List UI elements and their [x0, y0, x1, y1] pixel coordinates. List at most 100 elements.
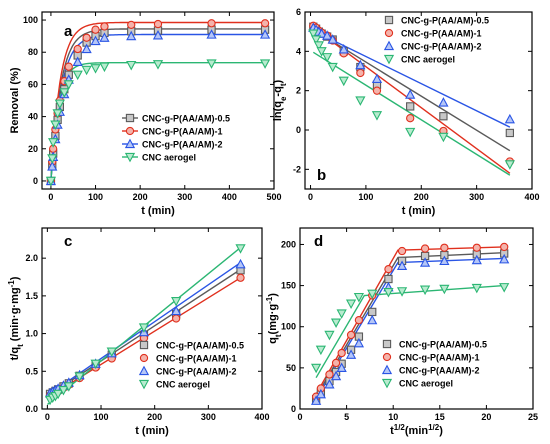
data-point — [345, 349, 357, 359]
legend-marker — [125, 126, 135, 136]
data-point — [331, 358, 341, 368]
data-point — [74, 372, 85, 382]
legend-marker — [124, 152, 136, 163]
data-point — [419, 257, 431, 267]
panel-c-tag: c — [64, 233, 72, 250]
legend-marker — [138, 379, 150, 390]
data-point — [438, 132, 449, 143]
data-point — [206, 29, 217, 39]
data-point — [235, 258, 246, 269]
data-point — [383, 288, 394, 298]
data-point — [405, 127, 416, 138]
y-tick-label: 0.0 — [25, 404, 38, 414]
data-point — [315, 388, 326, 399]
data-point — [235, 244, 246, 254]
data-point — [153, 19, 163, 29]
data-point — [99, 62, 110, 73]
legend-marker — [381, 364, 393, 375]
data-point — [64, 62, 73, 71]
x-tick-label: 200 — [147, 412, 162, 422]
data-point — [471, 254, 482, 265]
data-point — [419, 285, 431, 296]
y-tick-label: 20 — [28, 144, 38, 154]
y-tick-label: 100 — [23, 15, 38, 25]
y-axis-label: ln(qe-qt) — [272, 79, 288, 121]
y-tick-label: -2 — [293, 164, 301, 174]
legend-marker — [384, 15, 394, 25]
data-point — [420, 244, 430, 253]
x-tick-label: 10 — [388, 412, 398, 422]
fit-line — [315, 246, 505, 395]
data-point — [324, 378, 335, 389]
data-point — [81, 43, 92, 54]
legend-label: CNC-g-P(AA/AM)-0.5 — [156, 341, 244, 351]
panel-a: 0 100 200 300 400 500 0 20 40 60 80 100 t (min) Remov… — [9, 11, 282, 217]
data-point — [81, 65, 92, 76]
legend-marker — [125, 113, 135, 123]
y-tick-label: 60 — [28, 79, 38, 89]
panel-b: 0 100 200 300 400 -2 0 2 4 6 t (min) ln(qe-qt) CNC-g… — [272, 7, 540, 217]
data-point — [500, 242, 509, 252]
data-point — [439, 255, 450, 266]
data-point — [471, 283, 482, 294]
data-point — [316, 28, 327, 38]
x-tick-label: 0 — [48, 192, 53, 202]
x-tick-label: 0 — [308, 192, 313, 202]
legend-marker — [383, 40, 395, 51]
data-point — [372, 86, 382, 95]
data-point — [322, 53, 333, 63]
x-tick-label: 25 — [528, 412, 538, 422]
data-point — [259, 29, 271, 39]
data-point — [396, 287, 408, 297]
legend-marker — [381, 378, 393, 389]
data-point — [63, 80, 74, 90]
legend-marker — [139, 353, 149, 363]
data-point — [311, 363, 322, 374]
x-tick-label: 5 — [344, 412, 349, 422]
data-point — [310, 35, 322, 45]
x-tick-label: 100 — [358, 192, 373, 202]
data-point — [236, 273, 245, 282]
legend-label: CNC aerogel — [399, 379, 453, 389]
data-point — [47, 154, 58, 164]
panel-a-tag: a — [64, 23, 73, 40]
data-point — [355, 96, 366, 106]
data-point — [138, 323, 150, 333]
plot-frame — [304, 11, 533, 190]
y-axis-label: qt(mg·g-1) — [265, 293, 283, 344]
data-point — [99, 32, 110, 42]
legend-label: CNC aerogel — [156, 380, 210, 390]
data-point — [106, 347, 117, 358]
panel-d-tag: d — [314, 233, 323, 250]
data-point — [371, 111, 383, 121]
y-tick-label: 100 — [281, 322, 296, 332]
data-point — [260, 19, 270, 28]
data-point — [384, 264, 393, 274]
data-point — [73, 44, 82, 54]
y-tick-label: 40 — [28, 112, 38, 122]
data-point — [82, 33, 91, 42]
y-tick-label: 80 — [28, 47, 38, 57]
panel-c: 0 100 200 300 400 0.0 0.5 1.0 1.5 2.0 t (min) t/qt … — [7, 227, 270, 437]
y-tick-label: 4 — [296, 46, 301, 56]
y-tick-label: 1.5 — [25, 291, 38, 301]
data-point — [440, 243, 449, 252]
x-tick-label: 300 — [469, 192, 484, 202]
x-tick-label: 300 — [177, 192, 192, 202]
legend-label: CNC-g-P(AA/AM)-1 — [399, 353, 480, 363]
data-point — [438, 97, 449, 107]
y-tick-label: 200 — [281, 239, 296, 249]
x-axis-label: t1/2(min1/2) — [390, 423, 443, 438]
data-point — [354, 315, 364, 325]
x-tick-label: 200 — [414, 192, 429, 202]
x-tick-label: 300 — [201, 412, 216, 422]
data-point — [337, 348, 346, 358]
legend-marker — [138, 365, 150, 376]
data-point — [127, 20, 136, 30]
data-point — [355, 59, 366, 70]
data-point — [368, 307, 377, 317]
data-point — [406, 114, 415, 123]
data-point — [322, 30, 333, 40]
y-tick-label: 2.0 — [25, 253, 38, 263]
